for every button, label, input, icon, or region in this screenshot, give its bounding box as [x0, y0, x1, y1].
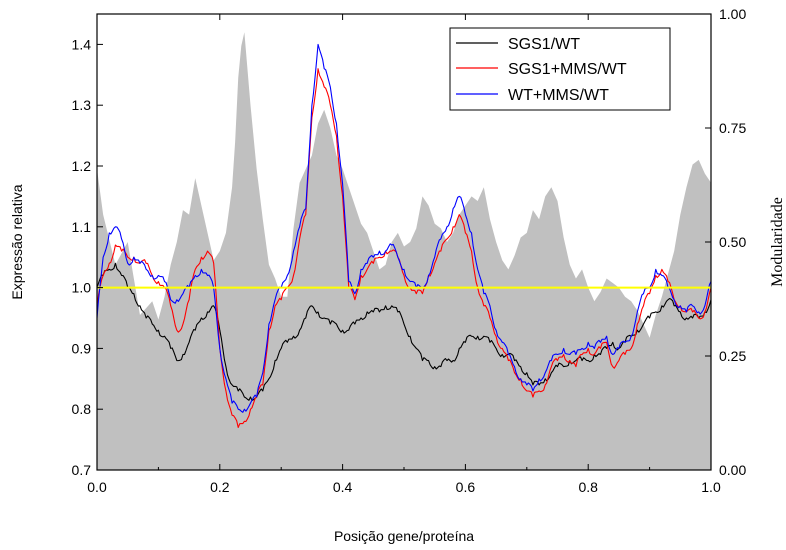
x-axis-title: Posição gene/proteína [334, 528, 474, 544]
series-group [97, 43, 711, 428]
legend: SGS1/WT SGS1+MMS/WT WT+MMS/WT [449, 27, 671, 111]
y-axis-title: Expressão relativa [9, 184, 25, 299]
y2-tick-label: 0.50 [719, 234, 746, 250]
x-tick-label: 0.4 [333, 479, 353, 495]
y-tick-label: 0.8 [72, 401, 92, 417]
x-tick-label: 0.6 [456, 479, 476, 495]
y2-tick-label: 1.00 [719, 6, 746, 22]
y-tick-label: 1.1 [72, 219, 92, 235]
y-tick-label: 1.2 [72, 158, 92, 174]
series-line-sgs1-mms-wt [97, 68, 711, 428]
y2-axis-ticks: 0.00 0.25 0.50 0.75 1.00 [705, 6, 746, 478]
legend-label-wt-mms-wt: WT+MMS/WT [508, 87, 609, 104]
x-tick-label: 1.0 [701, 479, 721, 495]
x-tick-label: 0.2 [210, 479, 230, 495]
y2-tick-label: 0.25 [719, 348, 746, 364]
legend-label-sgs1-mms-wt: SGS1+MMS/WT [508, 61, 627, 78]
x-tick-label: 0.0 [87, 479, 107, 495]
y2-axis-title: Modularidade [769, 197, 786, 287]
y-tick-label: 1.4 [72, 36, 92, 52]
y-tick-label: 1.3 [72, 97, 92, 113]
legend-box [449, 27, 671, 111]
series-line-wt-mms-wt [97, 43, 711, 413]
legend-label-sgs1-wt: SGS1/WT [508, 36, 580, 53]
y2-tick-label: 0.75 [719, 120, 746, 136]
x-axis-ticks: 0.0 0.2 0.4 0.6 0.8 1.0 [87, 14, 721, 495]
x-tick-label: 0.8 [578, 479, 598, 495]
y-tick-label: 1.0 [72, 280, 92, 296]
y2-tick-label: 0.00 [719, 462, 746, 478]
y-tick-label: 0.7 [72, 462, 92, 478]
y-tick-label: 0.9 [72, 340, 92, 356]
y-axis-ticks: 0.7 0.8 0.9 1.0 1.1 1.2 1.3 1.4 [72, 36, 103, 478]
